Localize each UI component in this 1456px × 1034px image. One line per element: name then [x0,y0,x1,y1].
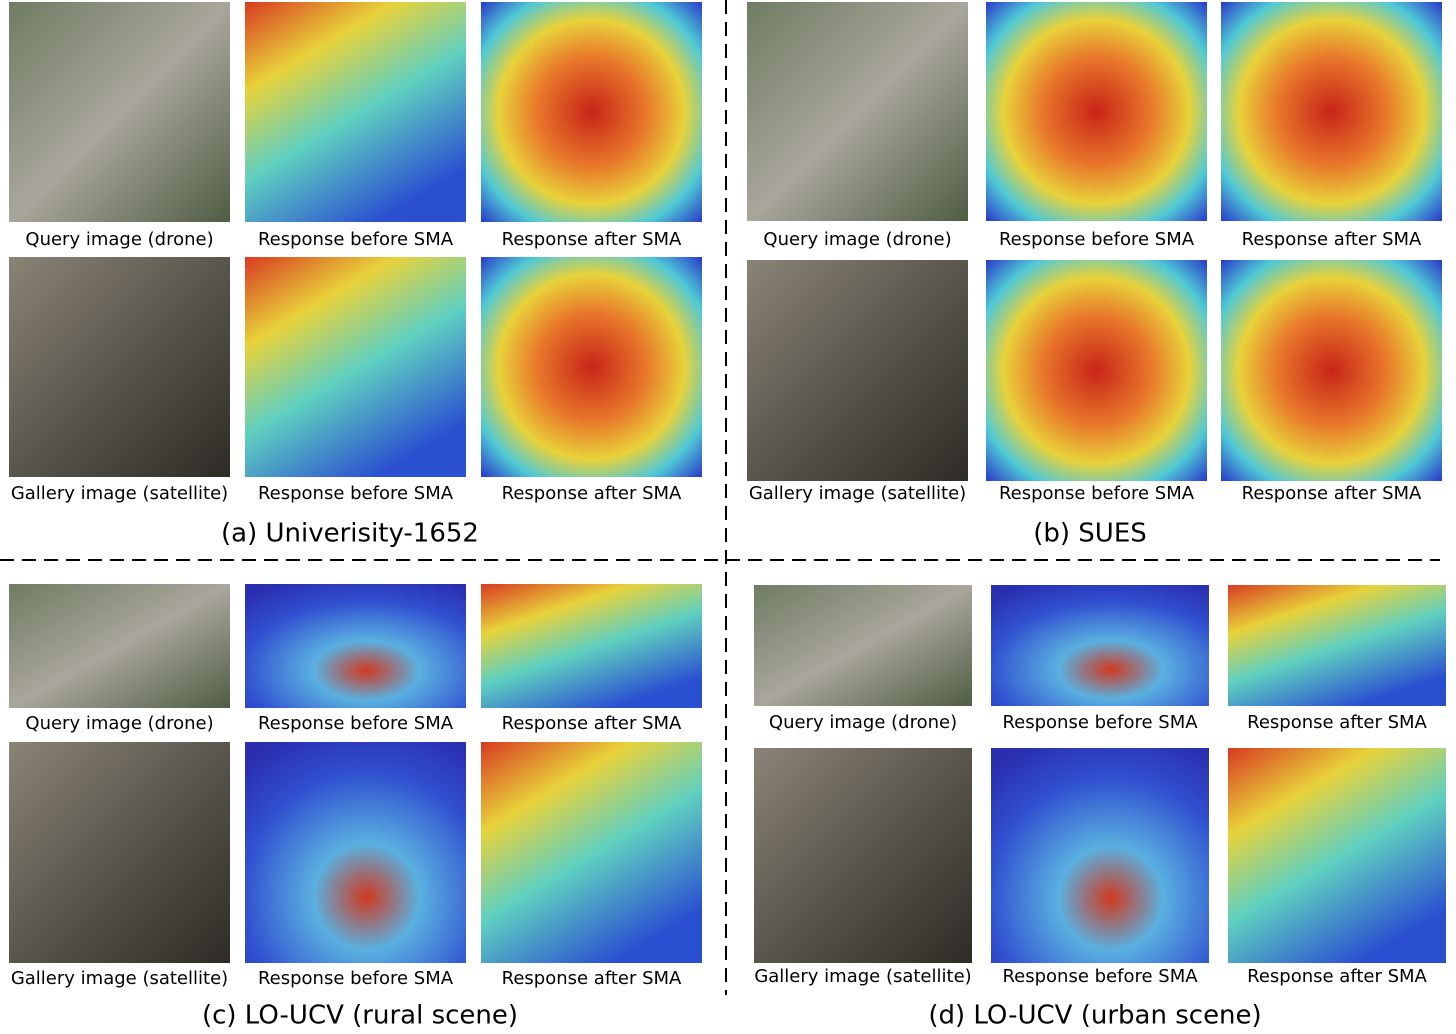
image-caption: Response before SMA [258,229,454,250]
image-placeholder [1221,2,1442,221]
image-placeholder [986,2,1207,221]
image-placeholder [747,260,968,481]
image-placeholder [747,2,968,221]
image-placeholder [754,585,972,706]
image-caption: Response after SMA [502,968,682,989]
image-placeholder [481,742,702,963]
image-caption: Response before SMA [258,483,454,504]
image-caption: Response after SMA [1247,966,1427,987]
image-placeholder [991,748,1209,963]
image-placeholder [1228,748,1446,963]
image-placeholder [9,742,230,963]
image-caption: Query image (drone) [25,713,213,734]
image-placeholder [754,748,972,963]
image-caption: Gallery image (satellite) [749,483,966,504]
image-placeholder [991,585,1209,706]
image-caption: Response before SMA [999,483,1195,504]
image-placeholder [1228,585,1446,706]
panel-caption: (b) SUES [1033,519,1147,549]
image-caption: Query image (drone) [25,229,213,250]
image-caption: Response after SMA [502,713,682,734]
image-caption: Gallery image (satellite) [11,968,228,989]
image-caption: Gallery image (satellite) [754,966,971,987]
image-caption: Query image (drone) [769,712,957,733]
image-placeholder [9,2,230,222]
image-caption: Response after SMA [1247,712,1427,733]
image-caption: Response before SMA [999,229,1195,250]
panel-caption: (d) LO-UCV (urban scene) [928,1001,1261,1031]
image-caption: Gallery image (satellite) [11,483,228,504]
image-caption: Response after SMA [1242,229,1422,250]
image-placeholder [986,260,1207,481]
image-caption: Query image (drone) [763,229,951,250]
image-caption: Response after SMA [502,229,682,250]
image-placeholder [245,257,466,477]
image-placeholder [481,584,702,708]
image-caption: Response before SMA [1002,966,1198,987]
image-placeholder [9,257,230,477]
image-placeholder [9,584,230,708]
image-placeholder [481,2,702,222]
image-placeholder [245,742,466,963]
image-caption: Response before SMA [258,713,454,734]
image-caption: Response after SMA [1242,483,1422,504]
image-placeholder [1221,260,1442,481]
panel-caption: (a) Univerisity-1652 [221,519,479,549]
image-caption: Response after SMA [502,483,682,504]
image-caption: Response before SMA [1002,712,1198,733]
image-caption: Response before SMA [258,968,454,989]
panel-caption: (c) LO-UCV (rural scene) [202,1001,518,1031]
image-placeholder [481,257,702,477]
image-placeholder [245,2,466,222]
image-placeholder [245,584,466,708]
